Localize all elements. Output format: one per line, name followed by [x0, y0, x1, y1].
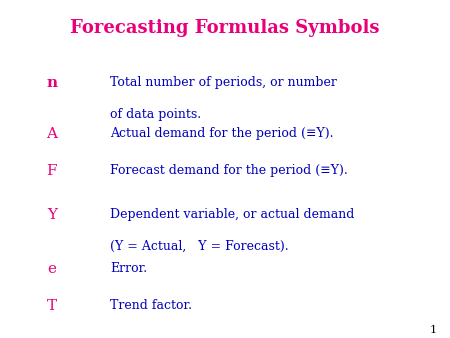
Text: Forecast demand for the period (≡Y).: Forecast demand for the period (≡Y). — [110, 164, 348, 177]
Text: Total number of periods, or number: Total number of periods, or number — [110, 76, 337, 89]
Text: of data points.: of data points. — [110, 108, 202, 121]
Text: e: e — [47, 262, 56, 276]
Text: Dependent variable, or actual demand: Dependent variable, or actual demand — [110, 208, 355, 221]
Text: 1: 1 — [429, 324, 436, 335]
Text: F: F — [46, 164, 57, 178]
Text: Error.: Error. — [110, 262, 148, 275]
Text: Y: Y — [47, 208, 57, 222]
Text: Trend factor.: Trend factor. — [110, 299, 192, 312]
Text: Forecasting Formulas Symbols: Forecasting Formulas Symbols — [70, 19, 380, 37]
Text: A: A — [46, 127, 57, 141]
Text: n: n — [46, 76, 57, 90]
Text: T: T — [47, 299, 57, 313]
Text: Actual demand for the period (≡Y).: Actual demand for the period (≡Y). — [110, 127, 334, 140]
Text: (Y = Actual,   Y = Forecast).: (Y = Actual, Y = Forecast). — [110, 240, 289, 253]
